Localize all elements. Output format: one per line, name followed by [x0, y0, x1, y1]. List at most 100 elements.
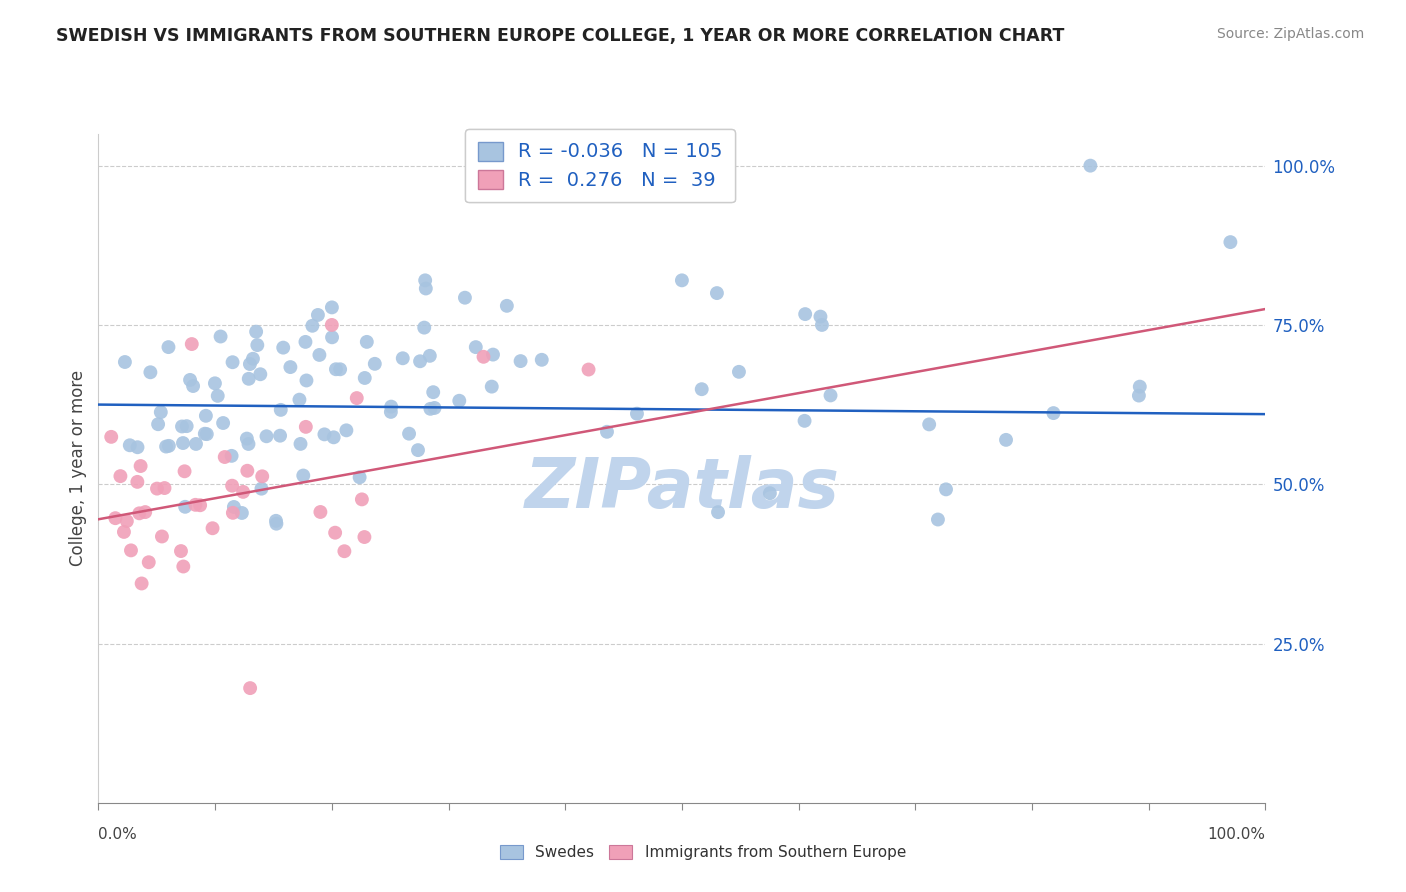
Point — [482, 348, 505, 362]
Point — [100, 430, 122, 444]
Text: SWEDISH VS IMMIGRANTS FROM SOUTHERN EUROPE COLLEGE, 1 YEAR OR MORE CORRELATION C: SWEDISH VS IMMIGRANTS FROM SOUTHERN EURO… — [56, 27, 1064, 45]
Point — [153, 481, 176, 495]
Point — [179, 373, 201, 387]
Point — [413, 273, 436, 287]
Point — [157, 439, 180, 453]
Point — [172, 559, 194, 574]
Point — [449, 393, 471, 408]
Point — [245, 325, 267, 339]
Point — [530, 352, 553, 367]
Point — [252, 469, 274, 483]
Point — [364, 357, 387, 371]
Point — [246, 338, 269, 352]
Point — [238, 372, 260, 386]
Point — [626, 407, 648, 421]
Point — [256, 429, 278, 443]
Point — [356, 334, 378, 349]
Point — [329, 362, 352, 376]
Point — [127, 440, 149, 454]
Point — [112, 524, 135, 539]
Point — [380, 400, 402, 414]
Text: Source: ZipAtlas.com: Source: ZipAtlas.com — [1216, 27, 1364, 41]
Point — [995, 433, 1018, 447]
Point — [323, 525, 346, 540]
Point — [232, 484, 254, 499]
Point — [728, 365, 751, 379]
Point — [301, 318, 323, 333]
Point — [188, 498, 211, 512]
Point — [181, 379, 204, 393]
Point — [464, 340, 486, 354]
Point — [290, 437, 312, 451]
Point — [115, 514, 138, 528]
Point — [131, 576, 153, 591]
Point — [307, 308, 329, 322]
Point — [129, 458, 152, 473]
Point — [207, 389, 229, 403]
Point — [918, 417, 941, 432]
Point — [380, 405, 402, 419]
Point — [172, 436, 194, 450]
Point — [349, 470, 371, 484]
Point — [935, 483, 957, 497]
Point — [793, 414, 815, 428]
Point — [578, 362, 600, 376]
Point — [146, 482, 169, 496]
Point — [146, 417, 169, 432]
Point — [706, 286, 728, 301]
Point — [157, 340, 180, 354]
Point — [184, 498, 207, 512]
Point — [149, 405, 172, 419]
Point — [333, 544, 356, 558]
Point — [271, 341, 294, 355]
Point — [176, 419, 198, 434]
Point — [120, 543, 142, 558]
Point — [1080, 159, 1102, 173]
Point — [173, 464, 195, 478]
Point — [309, 505, 332, 519]
Point — [231, 506, 253, 520]
Point — [481, 379, 503, 393]
Point — [671, 273, 693, 287]
Point — [114, 355, 136, 369]
Point — [1129, 379, 1152, 393]
Point — [335, 423, 357, 437]
Point — [308, 348, 330, 362]
Point — [415, 281, 437, 295]
Point — [280, 360, 302, 375]
Point — [118, 438, 141, 452]
Point — [495, 299, 517, 313]
Point — [134, 505, 156, 519]
Point — [422, 385, 444, 400]
Point — [138, 555, 160, 569]
Point — [294, 334, 316, 349]
Point — [239, 357, 262, 371]
Point — [127, 475, 149, 489]
Point — [794, 307, 817, 321]
Point — [509, 354, 531, 368]
Legend: R = -0.036   N = 105, R =  0.276   N =  39: R = -0.036 N = 105, R = 0.276 N = 39 — [465, 129, 735, 202]
Point — [419, 401, 441, 416]
Point — [454, 291, 477, 305]
Point — [222, 506, 245, 520]
Point — [174, 500, 197, 514]
Point — [1042, 406, 1064, 420]
Point — [472, 350, 495, 364]
Point — [250, 482, 273, 496]
Point — [266, 516, 288, 531]
Text: 0.0%: 0.0% — [98, 827, 138, 841]
Point — [321, 330, 343, 344]
Point — [221, 449, 243, 463]
Point — [195, 427, 218, 442]
Point — [110, 469, 132, 483]
Point — [170, 419, 193, 434]
Point — [104, 511, 127, 525]
Point — [350, 492, 373, 507]
Point — [204, 376, 226, 391]
Point — [214, 450, 236, 464]
Point — [238, 437, 260, 451]
Point — [139, 365, 162, 379]
Point — [321, 318, 343, 332]
Point — [155, 440, 177, 454]
Legend: Swedes, Immigrants from Southern Europe: Swedes, Immigrants from Southern Europe — [494, 839, 912, 866]
